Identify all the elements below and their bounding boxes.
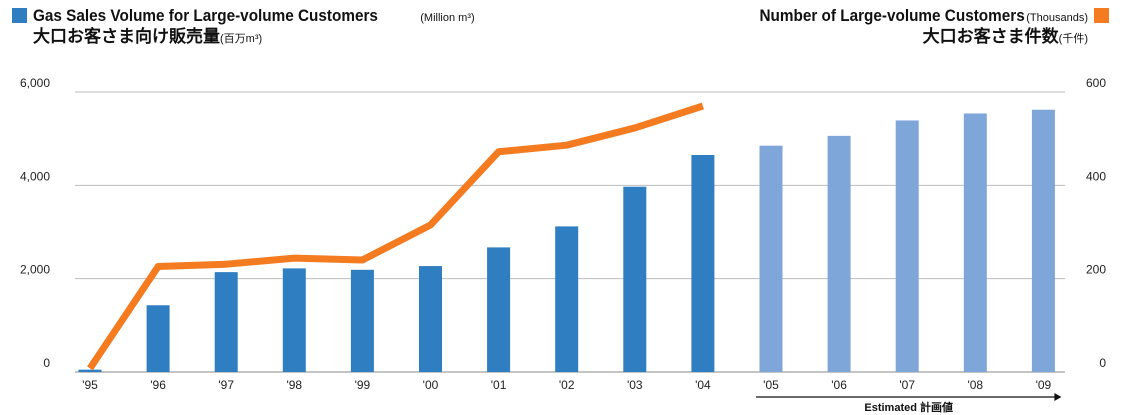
legend-left-title-jp: 大口お客さま向け販売量: [33, 27, 220, 46]
bar: [555, 226, 579, 372]
legend-right-title-jp: 大口お客さま件数: [922, 27, 1059, 46]
x-tick-label: '05: [763, 378, 779, 392]
bar: [759, 145, 783, 372]
bar: [146, 305, 170, 372]
bar: [350, 269, 374, 372]
legend-swatch-bar-icon: [12, 8, 27, 23]
bar: [419, 266, 442, 372]
x-tick-label: '00: [423, 378, 439, 392]
bar: [895, 120, 919, 372]
x-tick-label: '96: [150, 378, 166, 392]
legend-left-title: Gas Sales Volume for Large-volume Custom…: [33, 6, 378, 25]
legend-right: Number of Large-volume Customers (Thousa…: [730, 6, 1109, 46]
bar: [623, 186, 647, 372]
y-right-tick-label: 600: [1086, 76, 1106, 90]
x-tick-label: '99: [355, 378, 371, 392]
legend-left-unit: (Million m³): [420, 12, 475, 24]
legend-left: Gas Sales Volume for Large-volume Custom…: [12, 6, 475, 45]
x-tick-label: '06: [831, 378, 847, 392]
bar: [1031, 109, 1055, 372]
legend-swatch-line-icon: [1094, 8, 1109, 23]
y-right-tick-label: 400: [1086, 169, 1106, 183]
x-tick-label: '98: [286, 378, 302, 392]
estimated-arrow-head-icon: [1054, 393, 1062, 401]
y-left-tick-label: 2,000: [20, 263, 50, 277]
legend-left-unit-jp: (百万m³): [220, 33, 263, 45]
x-tick-label: '03: [627, 378, 643, 392]
estimated-annotation: Estimated 計画値: [756, 393, 1062, 414]
x-tick-label: '97: [218, 378, 234, 392]
line-series: [87, 102, 704, 371]
x-tick-label: '01: [491, 378, 507, 392]
bar: [282, 268, 306, 372]
legend-right-title: Number of Large-volume Customers: [758, 6, 1025, 25]
x-tick-label: '02: [559, 378, 575, 392]
x-tick-label: '95: [82, 378, 98, 392]
y-right-tick-label: 0: [1099, 356, 1106, 370]
y-left-tick-label: 6,000: [20, 76, 50, 90]
bar: [691, 155, 715, 372]
bar: [78, 369, 102, 372]
x-tick-label: '04: [695, 378, 711, 392]
y-left-tick-label: 4,000: [20, 169, 50, 183]
axis-ticks: 0 2,000 4,000 6,000 0 200 400 600 '95 '96 '97 '98 '9…: [20, 76, 1106, 392]
y-left-tick-label: 0: [43, 356, 50, 370]
line-path: [87, 102, 704, 371]
bar: [827, 135, 851, 372]
y-right-tick-label: 200: [1086, 263, 1106, 277]
x-tick-label: '08: [967, 378, 983, 392]
bar: [487, 247, 511, 372]
bar: [214, 272, 238, 372]
bar: [963, 113, 987, 372]
legend-right-unit-jp: (千件): [1058, 33, 1088, 45]
x-tick-label: '09: [1036, 378, 1052, 392]
bar-series: [78, 109, 1055, 372]
legend-right-unit: (Thousands): [1026, 12, 1088, 24]
x-tick-label: '07: [899, 378, 915, 392]
estimated-label: Estimated 計画値: [864, 400, 953, 414]
